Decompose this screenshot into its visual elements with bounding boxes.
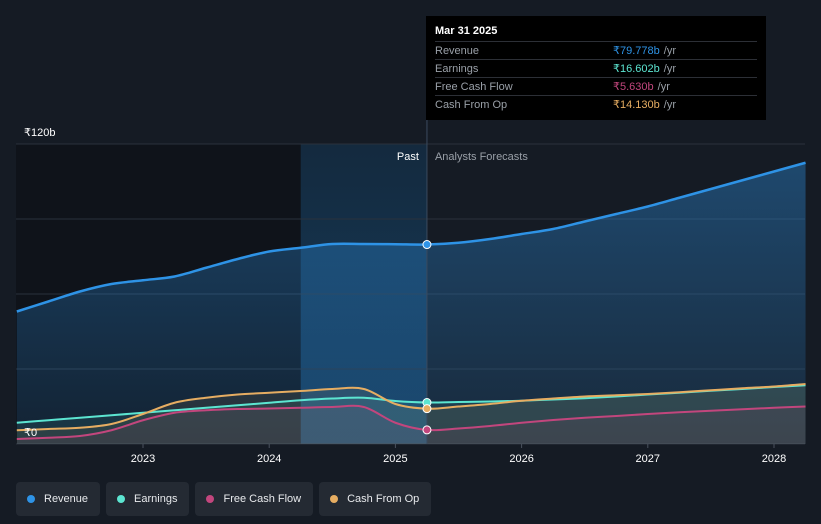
tooltip-row-free-cash-flow: Free Cash Flow ₹5.630b /yr xyxy=(435,77,757,95)
legend-dot-icon xyxy=(330,495,339,503)
cash-from-op-line xyxy=(16,383,806,432)
tooltip-row-earnings: Earnings ₹16.602b /yr xyxy=(435,59,757,77)
tooltip-unit: /yr xyxy=(663,44,676,57)
chart-legend: Revenue Earnings Free Cash Flow Cash Fro… xyxy=(16,482,432,516)
x-tick-label: 2025 xyxy=(383,453,407,465)
legend-dot-icon xyxy=(117,495,126,503)
cash-from-op-marker xyxy=(422,404,432,414)
earnings-area xyxy=(16,385,806,444)
tooltip-row-cash-from-op: Cash From Op ₹14.130b /yr xyxy=(435,95,757,113)
legend-item-revenue[interactable]: Revenue xyxy=(16,482,101,516)
free-cash-flow-marker xyxy=(422,425,432,435)
legend-dot-icon xyxy=(206,495,215,503)
legend-label: Cash From Op xyxy=(347,493,420,505)
legend-label: Free Cash Flow xyxy=(223,493,302,505)
x-tick-label: 2028 xyxy=(762,453,786,465)
y-tick-label: ₹120b xyxy=(24,127,55,139)
tooltip-unit: /yr xyxy=(663,62,676,75)
legend-dot-icon xyxy=(27,495,35,503)
tooltip-label: Revenue xyxy=(435,44,480,57)
revenue-marker xyxy=(422,240,432,250)
tooltip-value: ₹14.130b xyxy=(613,99,660,111)
tooltip-label: Earnings xyxy=(435,62,479,75)
tooltip-unit: /yr xyxy=(657,80,670,93)
tooltip-label: Cash From Op xyxy=(435,98,508,111)
x-tick-label: 2024 xyxy=(257,453,281,465)
x-tick-label: 2026 xyxy=(509,453,533,465)
cash-from-op-area xyxy=(16,384,806,444)
y-tick-label: ₹0 xyxy=(24,427,37,439)
legend-item-cash-from-op[interactable]: Cash From Op xyxy=(319,482,432,516)
tooltip-date: Mar 31 2025 xyxy=(435,25,498,37)
data-tooltip: Mar 31 2025 Revenue ₹79.778b /yr Earning… xyxy=(426,16,766,120)
tooltip-value: ₹16.602b xyxy=(613,63,660,75)
revenue-area xyxy=(16,162,806,444)
legend-item-earnings[interactable]: Earnings xyxy=(106,482,190,516)
tooltip-unit: /yr xyxy=(663,98,676,111)
free-cash-flow-area xyxy=(16,405,806,444)
tooltip-row-revenue: Revenue ₹79.778b /yr xyxy=(435,41,757,59)
revenue-line xyxy=(16,161,806,313)
legend-label: Earnings xyxy=(134,493,178,505)
legend-label: Revenue xyxy=(44,493,89,505)
tooltip-value: ₹5.630b xyxy=(613,81,654,93)
tooltip-label: Free Cash Flow xyxy=(435,80,513,93)
x-tick-label: 2023 xyxy=(131,453,155,465)
x-tick-label: 2027 xyxy=(636,453,660,465)
tooltip-value: ₹79.778b xyxy=(613,45,660,57)
past-label: Past xyxy=(397,151,419,163)
forecast-label: Analysts Forecasts xyxy=(435,151,528,163)
free-cash-flow-line xyxy=(16,404,806,440)
legend-item-free-cash-flow[interactable]: Free Cash Flow xyxy=(195,482,314,516)
